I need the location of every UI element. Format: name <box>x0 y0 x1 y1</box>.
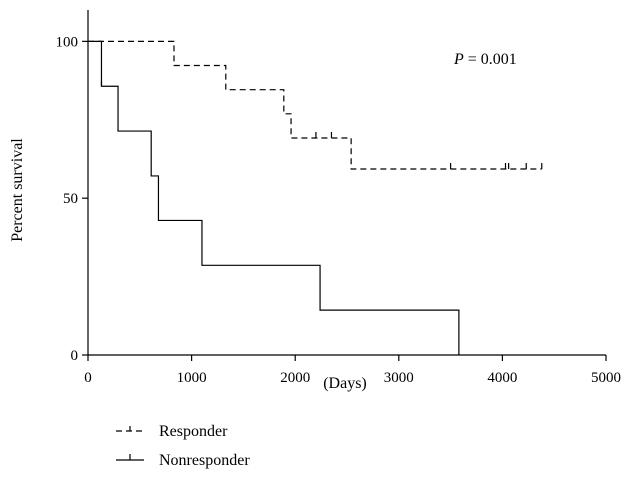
y-tick-label-50: 50 <box>63 191 78 207</box>
legend-label-nonresponder: Nonresponder <box>159 452 250 469</box>
y-tick-label-100: 100 <box>56 34 79 50</box>
legend-label-responder: Responder <box>159 423 228 440</box>
series-line-nonresponder <box>88 40 460 355</box>
legend-item-nonresponder: Nonresponder <box>116 452 250 469</box>
x-tick-label-3000: 3000 <box>384 370 414 386</box>
x-tick-label-1000: 1000 <box>177 370 207 386</box>
x-ticks: 0 1000 2000 3000 4000 5000 <box>84 355 621 386</box>
x-tick-label-5000: 5000 <box>591 370 621 386</box>
y-tick-label-0: 0 <box>71 348 79 364</box>
p-value-annotation: P = 0.001 <box>453 51 517 68</box>
p-value-text: = 0.001 <box>464 51 517 68</box>
legend-item-responder: Responder <box>116 423 228 440</box>
series-line-responder <box>88 40 542 170</box>
y-ticks: 0 50 100 <box>56 34 88 364</box>
x-tick-label-4000: 4000 <box>487 370 517 386</box>
x-axis-title: (Days) <box>323 375 367 392</box>
x-tick-label-0: 0 <box>84 370 92 386</box>
x-tick-label-2000: 2000 <box>280 370 310 386</box>
series-layer <box>88 40 543 355</box>
p-value-symbol: P <box>453 51 464 68</box>
legend: Responder Nonresponder <box>116 423 250 469</box>
y-axis-title: Percent survival <box>9 138 26 242</box>
